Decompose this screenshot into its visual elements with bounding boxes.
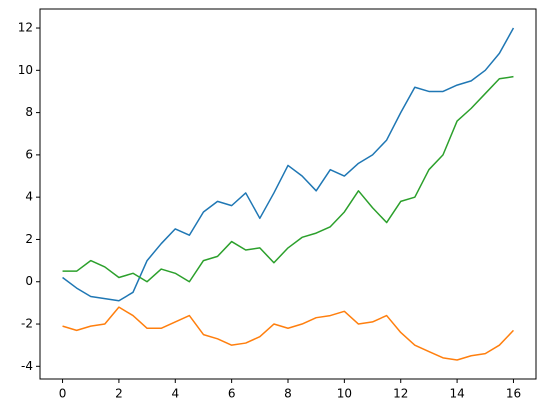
series-line — [62, 75, 514, 283]
x-tick-label: 4 — [171, 387, 179, 401]
x-tick-label: 14 — [449, 387, 464, 401]
x-tick-label: 8 — [284, 387, 292, 401]
y-tick-label: 12 — [18, 21, 33, 35]
series-line — [62, 306, 514, 361]
y-tick-label: 2 — [25, 232, 33, 246]
y-tick-label: 0 — [25, 274, 33, 288]
axes-frame — [39, 8, 537, 380]
series-line — [62, 27, 515, 302]
y-tick-label: 8 — [25, 105, 33, 119]
x-tick-label: 12 — [393, 387, 408, 401]
x-tick-label: 2 — [115, 387, 123, 401]
y-tick-label: 10 — [18, 63, 33, 77]
y-tick-label: 4 — [25, 190, 33, 204]
x-tick-label: 6 — [228, 387, 236, 401]
y-tick-label: 6 — [25, 147, 33, 161]
x-tick-label: 16 — [506, 387, 521, 401]
y-tick-label: -4 — [21, 359, 33, 373]
x-tick-label: 0 — [59, 387, 67, 401]
y-tick-label: -2 — [21, 317, 33, 331]
x-tick-label: 10 — [337, 387, 352, 401]
